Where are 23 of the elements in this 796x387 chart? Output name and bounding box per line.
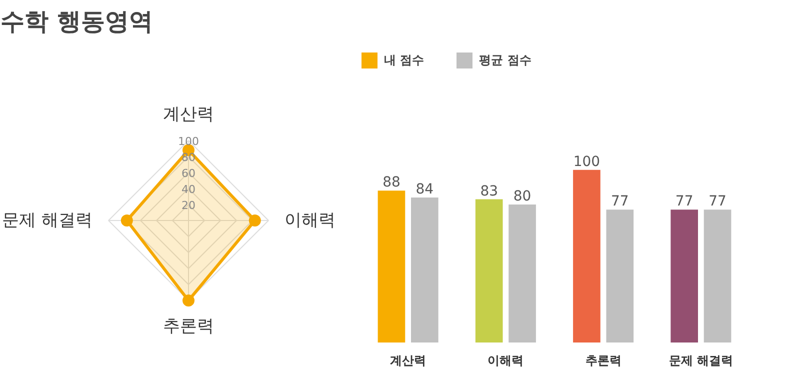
x-tick-label: 추론력 — [585, 354, 622, 368]
x-tick-label: 이해력 — [488, 354, 524, 368]
chart-title: 수학 행동영역 — [0, 8, 153, 36]
data-label: 88 — [382, 174, 400, 191]
data-label: 84 — [416, 182, 434, 198]
spoke-label: 추론력 — [163, 316, 214, 336]
data-label: 77 — [611, 194, 629, 210]
data-label: 77 — [708, 194, 726, 210]
spoke-label: 계산력 — [163, 104, 214, 124]
data-label: 77 — [675, 194, 694, 210]
spoke-label: 문제 해결력 — [2, 210, 92, 230]
y-tick-label: 100 — [178, 135, 199, 148]
spoke-label: 이해력 — [284, 210, 336, 230]
y-tick-label: 20 — [182, 199, 196, 212]
data-label: 80 — [513, 188, 532, 204]
legend-label: 내 점수 — [384, 52, 424, 68]
y-tick-label: 40 — [182, 183, 196, 196]
x-tick-label: 문제 해결력 — [668, 354, 734, 368]
legend-label: 평균 점수 — [479, 52, 532, 68]
x-tick-label: 계산력 — [390, 354, 426, 368]
y-tick-label: 60 — [182, 167, 196, 180]
data-label: 83 — [480, 183, 498, 200]
data-label: 100 — [573, 154, 600, 170]
